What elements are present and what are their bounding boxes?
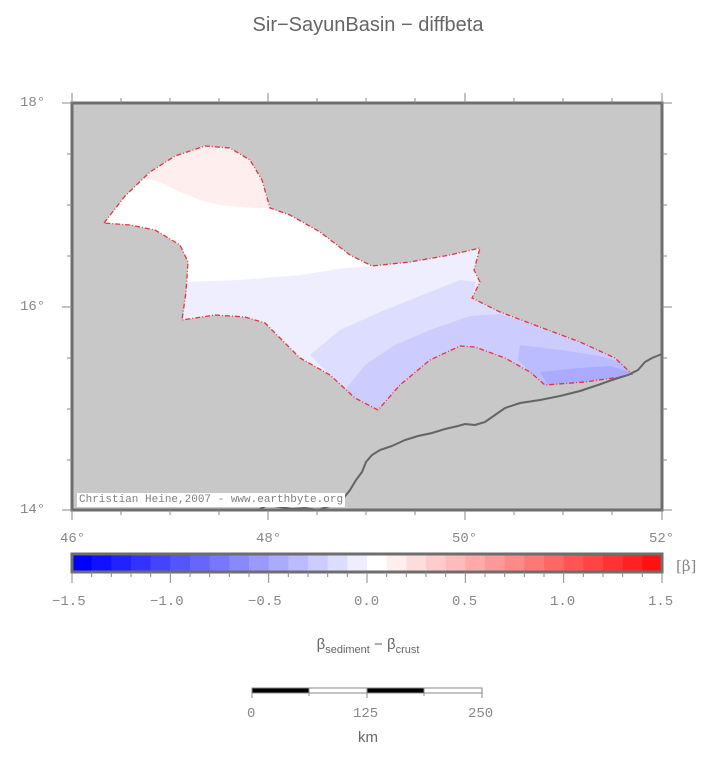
colorbar-cell: [386, 554, 407, 572]
map-title: Sir−SayunBasin − diffbeta: [252, 14, 484, 36]
colorbar-label-neg1.5: −1.5: [52, 594, 86, 610]
colorbar-cell: [170, 554, 191, 572]
colorbar-cell: [91, 554, 112, 572]
colorbar-cell: [426, 554, 447, 572]
minus-sign: −: [369, 636, 387, 653]
colorbar-cell: [268, 554, 289, 572]
colorbar-cell: [622, 554, 643, 572]
lon-label-50: 50°: [452, 531, 478, 547]
colorbar: [72, 554, 663, 572]
colorbar-cell: [111, 554, 132, 572]
crust-subscript: crust: [395, 644, 420, 656]
colorbar-cell: [603, 554, 624, 572]
beta-symbol: β: [386, 636, 396, 653]
colorbar-cell: [445, 554, 466, 572]
lat-label-18: 18°: [20, 95, 46, 111]
left-axis-ticks: [62, 153, 72, 461]
top-axis-ticks: [62, 93, 672, 104]
colorbar-cell: [308, 554, 329, 572]
colorbar-cell: [190, 554, 211, 572]
colorbar-label-neg0.5: −0.5: [248, 594, 282, 610]
colorbar-title: βsediment − βcrust: [0, 636, 720, 656]
lat-label-14: 14°: [20, 502, 46, 518]
basin-diffbeta-field: [104, 146, 632, 410]
colorbar-label-1.5: 1.5: [648, 594, 674, 610]
colorbar-cell: [288, 554, 309, 572]
colorbar-label-1.0: 1.0: [550, 594, 576, 610]
colorbar-cell: [347, 554, 368, 572]
colorbar-cell: [367, 554, 388, 572]
scalebar-label-0: 0: [247, 706, 256, 722]
sediment-subscript: sediment: [325, 644, 370, 656]
bottom-axis-ticks: [62, 509, 672, 520]
colorbar-unit: [β]: [676, 557, 697, 575]
scalebar-label-250: 250: [468, 706, 494, 722]
colorbar-label-0.0: 0.0: [354, 594, 380, 610]
colorbar-cell: [327, 554, 348, 572]
colorbar-label-neg1.0: −1.0: [150, 594, 184, 610]
colorbar-cell: [209, 554, 230, 572]
colorbar-cell: [642, 554, 663, 572]
colorbar-cell: [131, 554, 152, 572]
lon-label-46: 46°: [60, 531, 86, 547]
lat-label-16: 16°: [20, 299, 46, 315]
colorbar-cell: [544, 554, 565, 572]
beta-symbol: β: [316, 636, 326, 653]
colorbar-cell: [583, 554, 604, 572]
colorbar-cell: [465, 554, 486, 572]
lon-label-48: 48°: [256, 531, 282, 547]
scale-bar: [251, 687, 483, 698]
colorbar-label-0.5: 0.5: [452, 594, 478, 610]
colorbar-cell: [524, 554, 545, 572]
credit-label: Christian Heine,2007 - www.earthbyte.org: [77, 493, 346, 507]
colorbar-cell: [563, 554, 584, 572]
colorbar-ticks: [71, 572, 663, 583]
colorbar-cell: [504, 554, 525, 572]
colorbar-cell: [406, 554, 427, 572]
colorbar-cell: [72, 554, 93, 572]
lon-label-52: 52°: [649, 531, 675, 547]
scalebar-unit: km: [358, 729, 378, 746]
colorbar-cell: [249, 554, 270, 572]
colorbar-cell: [485, 554, 506, 572]
colorbar-cell: [229, 554, 250, 572]
colorbar-cell: [150, 554, 171, 572]
right-axis-ticks: [662, 153, 672, 461]
scalebar-label-125: 125: [353, 706, 379, 722]
